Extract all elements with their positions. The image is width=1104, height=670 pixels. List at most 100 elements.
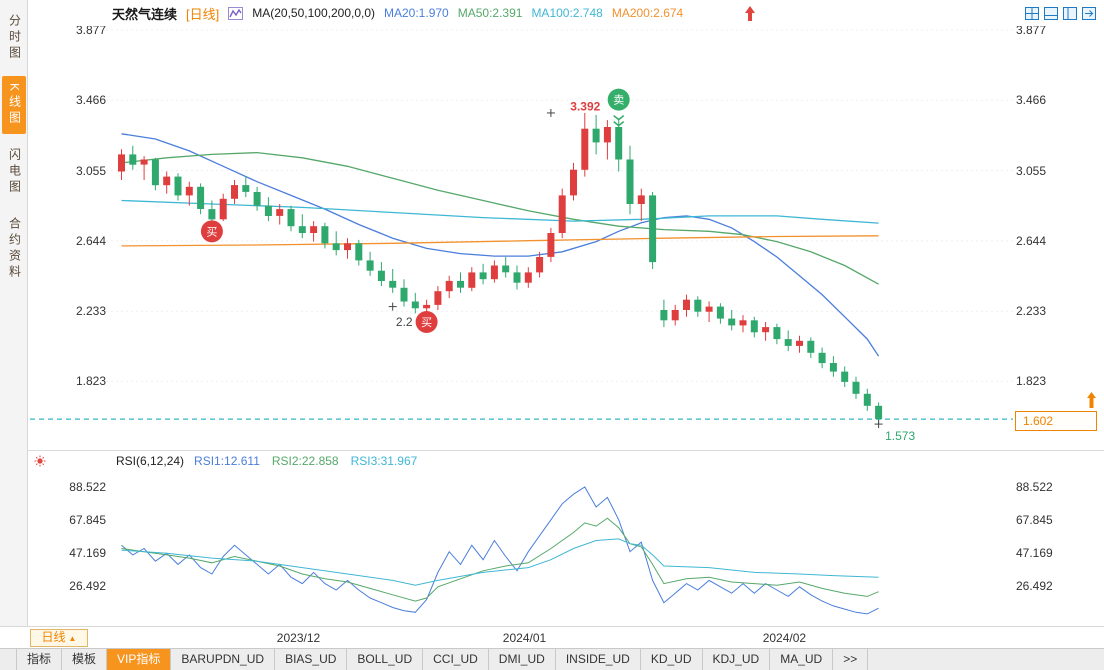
ma-indicator-icon <box>228 6 244 20</box>
ma-value-label: MA200:2.674 <box>611 6 684 20</box>
ma-line-MA50 <box>121 151 879 285</box>
indicator-tab-3[interactable]: BARUPDN_UD <box>171 649 276 670</box>
indicator-tab-6[interactable]: CCI_UD <box>423 649 489 670</box>
rsi-value-label: RSI3:31.967 <box>350 454 418 468</box>
indicator-tab-11[interactable]: MA_UD <box>770 649 834 670</box>
candle <box>649 195 657 263</box>
indicator-tab-10[interactable]: KDJ_UD <box>703 649 771 670</box>
ma-line-MA200 <box>121 235 879 247</box>
candle <box>310 226 318 233</box>
candle <box>829 363 837 372</box>
candle <box>570 169 577 196</box>
candle <box>197 186 205 209</box>
rsi-line-RSI1 <box>121 486 879 615</box>
candle <box>389 280 397 288</box>
candle <box>694 299 702 312</box>
rsi-settings-icon[interactable] <box>34 455 46 467</box>
candle <box>208 209 216 220</box>
candle <box>287 209 295 227</box>
rsi-chart[interactable] <box>28 451 1104 626</box>
svg-text:3.392: 3.392 <box>570 99 600 113</box>
indicator-tab-12[interactable]: >> <box>833 649 869 670</box>
period-selector-button[interactable]: 日线 ▲ <box>30 629 88 647</box>
indicator-tab-9[interactable]: KD_UD <box>641 649 703 670</box>
time-tick-label: 2024/01 <box>502 631 547 645</box>
left-sidebar: 分时图 K线图闪电图合约资料 <box>0 0 28 626</box>
candle <box>750 320 758 333</box>
candle <box>242 185 250 192</box>
indicator-tab-7[interactable]: DMI_UD <box>489 649 556 670</box>
svg-text:卖: 卖 <box>613 94 624 107</box>
indicator-tab-4[interactable]: BIAS_UD <box>275 649 348 670</box>
sidebar-item-0[interactable]: 分时图 <box>7 14 22 62</box>
sidebar-item-1[interactable]: K线图 <box>1 76 26 135</box>
panel-divider <box>28 450 1104 451</box>
candle <box>716 306 724 319</box>
period-tag: [日线] <box>186 6 220 22</box>
candle <box>276 209 284 216</box>
candle <box>445 280 453 292</box>
rsi-line-RSI2 <box>121 517 879 602</box>
candle <box>558 195 566 233</box>
layout-expand-icon[interactable] <box>1082 6 1096 20</box>
candle <box>118 154 125 172</box>
candle <box>434 291 442 305</box>
ma-line-MA20 <box>121 133 880 357</box>
candle <box>423 304 431 309</box>
ma-settings-label[interactable]: MA(20,50,100,200,0,0) <box>252 6 375 20</box>
sidebar-item-2[interactable]: 闪电图 <box>7 148 22 197</box>
ma-value-label: MA50:2.391 <box>457 6 523 20</box>
candle <box>298 226 306 233</box>
candle <box>332 243 340 251</box>
candle <box>536 257 544 273</box>
indicator-tab-5[interactable]: BOLL_UD <box>347 649 424 670</box>
candlestick-chart[interactable]: 买 2.2 买 3.392 卖 1.573 <box>28 26 1104 450</box>
candle <box>705 306 713 312</box>
sidebar-item-3[interactable]: 合约资料 <box>7 217 22 282</box>
indicator-tab-2[interactable]: VIP指标 <box>107 649 172 670</box>
candle <box>818 352 826 364</box>
candle <box>728 318 736 326</box>
indicator-tab-1[interactable]: 模板 <box>62 649 108 670</box>
chart-header: 天然气连续 [日线] MA(20,50,100,200,0,0) MA20:1.… <box>28 0 1104 26</box>
ma-values: MA20:1.970 MA50:2.391 MA100:2.748 MA200:2.6… <box>384 6 683 20</box>
candle <box>140 159 148 165</box>
candle <box>163 176 171 186</box>
candle <box>264 205 272 216</box>
indicator-tab-0[interactable]: 指标 <box>16 649 63 670</box>
candle <box>129 154 137 165</box>
candle <box>513 272 521 283</box>
candle <box>490 265 498 280</box>
buy-signal-marker: 买 <box>200 220 223 243</box>
time-tick-label: 2023/12 <box>276 631 321 645</box>
candle <box>637 195 645 204</box>
candle <box>863 393 871 406</box>
candle <box>400 287 408 302</box>
candle <box>671 310 679 321</box>
instrument-title: 天然气连续 <box>112 6 178 22</box>
candle <box>852 381 860 394</box>
candle <box>592 128 600 143</box>
svg-text:买: 买 <box>421 316 432 329</box>
layout-icons <box>1025 6 1104 20</box>
rsi-header: RSI(6,12,24) RSI1:12.611 RSI2:22.858 RSI3:… <box>28 453 417 469</box>
candle <box>411 301 419 309</box>
candle <box>524 272 532 283</box>
candle <box>581 128 589 170</box>
buy-signal-marker: 2.2 买 <box>396 310 438 333</box>
candle <box>468 272 476 288</box>
candle <box>807 340 815 353</box>
layout-left-panel-icon[interactable] <box>1063 6 1077 20</box>
indicator-tab-bar: 指标 模板 VIP指标 BARUPDN_UD BIAS_UD BOLL_UD CCI_UD D… <box>0 648 1104 670</box>
candle <box>603 127 611 143</box>
layout-grid-icon[interactable] <box>1025 6 1039 20</box>
layout-bottom-panel-icon[interactable] <box>1044 6 1058 20</box>
candle <box>479 272 487 280</box>
time-axis: 日线 ▲ 2023/12 2024/01 2024/02 <box>0 626 1104 648</box>
sell-signal-marker: 3.392 卖 <box>570 88 630 127</box>
rsi-settings-label[interactable]: RSI(6,12,24) <box>116 454 185 468</box>
indicator-tab-8[interactable]: INSIDE_UD <box>556 649 641 670</box>
candle <box>355 243 363 261</box>
candle <box>615 127 623 160</box>
